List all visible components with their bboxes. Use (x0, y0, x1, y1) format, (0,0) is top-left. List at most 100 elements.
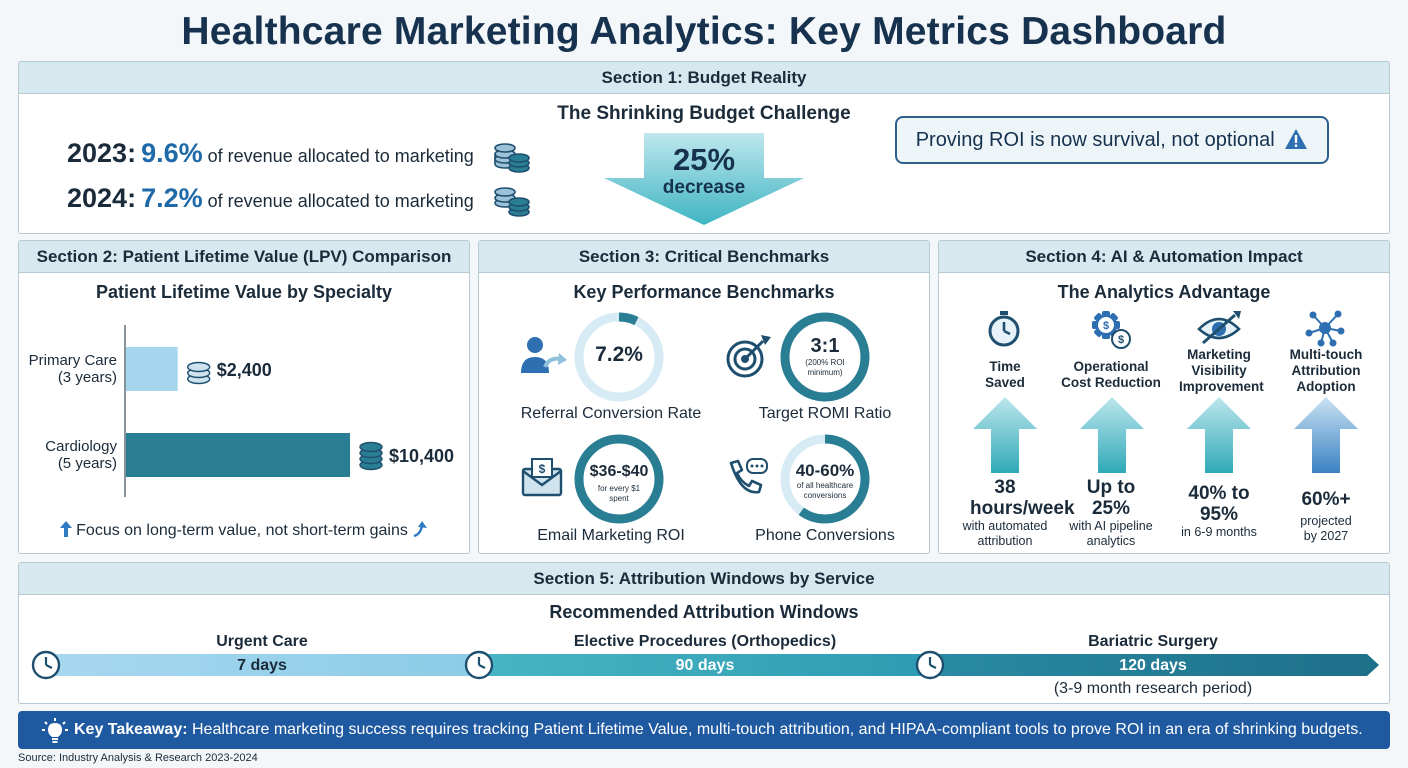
lightbulb-icon (42, 718, 68, 743)
email-roi-label: Email Marketing ROI (537, 527, 685, 544)
ai-label-time-saved: Time Saved (955, 359, 1055, 391)
romi-sub: (200% ROI minimum) (805, 358, 845, 377)
window-days-bariatric: 120 days (1119, 657, 1187, 674)
section5-header: Section 5: Attribution Windows by Servic… (19, 563, 1389, 595)
donut-arc (574, 312, 664, 402)
referral-value: 7.2% (595, 343, 643, 366)
ai-main: 40% to 95% (1188, 483, 1250, 525)
stopwatch-icon (988, 311, 1020, 347)
section1-subtitle: The Shrinking Budget Challenge (557, 103, 851, 124)
coin-stack-icon (494, 143, 530, 173)
section-attribution-windows: Section 5: Attribution Windows by Servic… (18, 562, 1390, 704)
clock-icon (915, 650, 945, 680)
romi-label: Target ROMI Ratio (758, 405, 892, 422)
section4-header: Section 4: AI & Automation Impact (939, 241, 1389, 273)
ai-value-cost-reduction: Up to 25% with AI pipeline analytics (1061, 477, 1161, 549)
window-name-bariatric: Bariatric Surgery (1088, 633, 1218, 650)
donut-arc (780, 312, 870, 402)
phone-label: Phone Conversions (755, 527, 895, 544)
page-title: Healthcare Marketing Analytics: Key Metr… (181, 10, 1227, 53)
arrow-up-icon (973, 397, 1037, 473)
ai-sub: with AI pipeline analytics (1069, 519, 1153, 548)
ai-sub: with automated attribution (962, 519, 1048, 548)
budget-percent: 9.6% (141, 138, 203, 168)
phone-donut-chart (780, 434, 870, 524)
ai-label-text: Multi-touch Attribution Adoption (1289, 347, 1363, 394)
coin-stack-icon (359, 441, 383, 471)
ai-label-attribution: Multi-touch Attribution Adoption (1276, 347, 1376, 395)
key-takeaway-banner: Key Takeaway: Healthcare marketing succe… (18, 711, 1390, 749)
category-label: Cardiology (45, 438, 117, 455)
section-patient-lifetime-value: Section 2: Patient Lifetime Value (LPV) … (18, 240, 470, 554)
section1-header: Section 1: Budget Reality (19, 62, 1389, 94)
ai-label-text: Marketing Visibility Improvement (1179, 347, 1264, 394)
trend-arrow-icon (413, 521, 428, 538)
arrow-up-icon (1187, 397, 1251, 473)
arrow-up-icon (1080, 397, 1144, 473)
svg-text:$: $ (1103, 320, 1109, 332)
window-name-urgent-care: Urgent Care (216, 633, 308, 650)
svg-text:$: $ (539, 462, 546, 476)
ai-sub: in 6-9 months (1181, 525, 1257, 539)
warning-icon (1285, 129, 1308, 149)
email-dollar-icon: $ (521, 458, 563, 497)
referral-person-icon (521, 337, 567, 373)
ai-main: Up to 25% (1086, 477, 1136, 519)
section2-header: Section 2: Patient Lifetime Value (LPV) … (19, 241, 469, 273)
section3-subtitle: Key Performance Benchmarks (573, 282, 835, 302)
donut-center (584, 322, 654, 392)
phone-sub: of all healthcare conversions (796, 481, 854, 500)
target-icon (726, 335, 771, 378)
category-label: (3 years) (58, 369, 117, 386)
romi-donut-chart (780, 312, 870, 402)
decrease-label: decrease (662, 177, 746, 198)
section-budget-reality: Section 1: Budget Reality The Shrinking … (18, 61, 1390, 234)
bar-0 (126, 347, 178, 391)
network-icon (1305, 310, 1345, 347)
budget-row-2024: 2024: 7.2% of revenue allocated to marke… (67, 183, 474, 214)
window-name-elective: Elective Procedures (Orthopedics) (573, 633, 837, 650)
clock-icon (31, 650, 61, 680)
takeaway-lead: Key Takeaway: (74, 721, 188, 738)
section5-subtitle: Recommended Attribution Windows (549, 602, 859, 622)
lpv-note-text: Focus on long-term value, not short-term… (76, 522, 408, 539)
email-roi-value: $36-$40 (589, 463, 649, 480)
donut-center (790, 322, 860, 392)
donut-arc (574, 434, 664, 524)
window-days-urgent-care: 7 days (237, 657, 287, 674)
ai-sub: projected by 2027 (1300, 514, 1352, 543)
eye-icon (1197, 311, 1241, 345)
section3-header: Section 3: Critical Benchmarks (479, 241, 929, 273)
decrease-value: 25% (672, 142, 736, 177)
section-ai-automation-impact: Section 4: AI & Automation Impact The An… (938, 240, 1390, 554)
donut-center (790, 444, 860, 514)
email-roi-donut-chart (574, 434, 664, 524)
referral-label: Referral Conversion Rate (520, 405, 702, 422)
takeaway-text: Healthcare marketing success requires tr… (192, 721, 1363, 738)
section-critical-benchmarks: Section 3: Critical Benchmarks Key Perfo… (478, 240, 930, 554)
source-note: Source: Industry Analysis & Research 202… (18, 752, 258, 764)
arrow-up-icon (1294, 397, 1358, 473)
bar-1 (126, 433, 350, 477)
ai-label-text: Operational Cost Reduction (1061, 359, 1161, 390)
bariatric-research-note: (3-9 month research period) (1053, 680, 1253, 697)
phone-chat-icon (729, 458, 768, 494)
email-roi-sub: for every $1 spent (597, 484, 641, 503)
ai-value-time-saved: 38 hours/week with automated attribution (955, 477, 1075, 549)
decrease-arrow-icon (604, 133, 804, 225)
section2-subtitle: Patient Lifetime Value by Specialty (95, 282, 393, 302)
bar-value-label: $2,400 (217, 360, 272, 380)
ai-value-attribution: 60%+ projected by 2027 (1276, 489, 1376, 544)
ai-main: 38 hours/week (970, 477, 1075, 519)
budget-row-2023: 2023: 9.6% of revenue allocated to marke… (67, 138, 474, 169)
lpv-note: Focus on long-term value, not short-term… (19, 521, 469, 540)
budget-text: of revenue allocated to marketing (207, 146, 474, 166)
ai-main: 60%+ (1301, 489, 1351, 510)
arrow-up-icon (59, 521, 72, 537)
coin-stack-icon (186, 361, 211, 385)
ai-label-cost-reduction: Operational Cost Reduction (1061, 359, 1161, 391)
roi-callout: Proving ROI is now survival, not optiona… (895, 116, 1329, 164)
donut-center (584, 444, 654, 514)
attribution-timeline (43, 654, 1379, 676)
section4-subtitle: The Analytics Advantage (1057, 282, 1271, 302)
